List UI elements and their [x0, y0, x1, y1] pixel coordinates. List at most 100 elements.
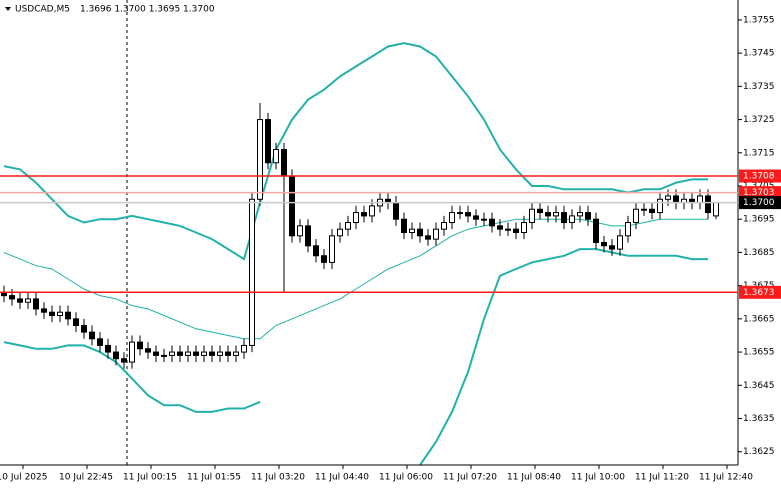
y-tick-label: 1.3645 [743, 381, 775, 391]
candle-body [505, 228, 511, 231]
price-tag [739, 285, 781, 299]
candle-body [33, 298, 39, 310]
y-tick-label: 1.3735 [743, 82, 775, 92]
band-line [3, 42, 708, 261]
candle-body [609, 245, 615, 250]
candle-body [409, 228, 415, 234]
candle-body [113, 351, 119, 360]
candle-body [449, 212, 455, 224]
candle-body [41, 308, 47, 313]
candle-body [233, 351, 239, 356]
x-tick-label: 10 Jul 2025 [0, 473, 47, 483]
candle-body [321, 255, 327, 263]
candle-body [89, 331, 95, 340]
candle-body [441, 222, 447, 230]
candle-body [617, 235, 623, 250]
candle-body [521, 222, 527, 234]
x-tick-label: 11 Jul 11:20 [635, 473, 689, 483]
candle-body [633, 208, 639, 224]
candle-body [193, 351, 199, 356]
candle-body [489, 218, 495, 227]
price-tag-label: 1.3673 [743, 288, 775, 298]
candle-body [601, 241, 607, 247]
y-tick-label: 1.3685 [743, 248, 775, 258]
price-tag-label: 1.3700 [743, 198, 775, 208]
x-tick-label: 11 Jul 07:20 [443, 473, 497, 483]
candle-body [185, 351, 191, 356]
candle-body [625, 222, 631, 237]
x-tick-label: 11 Jul 12:40 [699, 473, 753, 483]
y-tick-label: 1.3635 [743, 414, 775, 424]
price-tag [739, 186, 781, 200]
candle-body [169, 351, 175, 356]
candle-body [329, 235, 335, 263]
candle-body [417, 228, 423, 237]
price-tag [739, 169, 781, 183]
candle-body [9, 295, 15, 300]
y-tick-label: 1.3655 [743, 348, 775, 358]
price-tag-label: 1.3703 [743, 188, 775, 198]
candle-body [665, 195, 671, 200]
candle-body [73, 318, 79, 327]
candle-body [361, 212, 367, 217]
candle-body [241, 344, 247, 353]
y-tick-label: 1.3625 [743, 447, 775, 457]
candle-body [369, 205, 375, 217]
candle-body [673, 195, 679, 204]
candle-body [473, 215, 479, 220]
band-line [3, 218, 708, 340]
x-tick-label: 10 Jul 22:45 [59, 473, 113, 483]
candle-body [537, 208, 543, 214]
candle-body [297, 225, 303, 237]
y-tick-label: 1.3695 [743, 215, 775, 225]
candle-body [105, 344, 111, 353]
candle-body [545, 212, 551, 217]
price-tag-label: 1.3708 [743, 172, 775, 182]
candle-body [145, 348, 151, 353]
quote: 1.3696 1.3700 1.3695 1.3700 [80, 5, 215, 15]
x-tick-label: 11 Jul 01:55 [187, 473, 241, 483]
candle-body [249, 198, 255, 346]
candle-body [17, 298, 23, 303]
candle-body [497, 225, 503, 230]
candle-body [649, 208, 655, 214]
symbol: USDCAD,M5 [15, 5, 70, 15]
candle-body [697, 195, 703, 204]
candle-body [161, 354, 167, 357]
candle-body [273, 148, 279, 164]
candle-body [257, 119, 263, 200]
x-tick-label: 11 Jul 00:15 [123, 473, 177, 483]
candle-body [457, 212, 463, 215]
y-tick-label: 1.3665 [743, 314, 775, 324]
candle-body [313, 245, 319, 257]
candle-body [129, 341, 135, 363]
candle-body [465, 212, 471, 217]
band-line [3, 248, 708, 465]
candle-body [641, 208, 647, 211]
candle-body [593, 218, 599, 243]
candle-body [81, 325, 87, 333]
candle-body [393, 202, 399, 220]
candle-body [289, 175, 295, 237]
plot-area [1, 0, 719, 465]
candle-body [225, 351, 231, 356]
candle-body [353, 212, 359, 224]
candle-body [401, 218, 407, 233]
menu-arrow[interactable] [5, 7, 11, 11]
candle-body [657, 198, 663, 214]
candle-body [209, 351, 215, 356]
candle-body [433, 228, 439, 240]
candle-body [57, 311, 63, 317]
candle-body [713, 202, 719, 217]
candle-body [345, 222, 351, 230]
candle-body [121, 358, 127, 363]
candle-body [569, 215, 575, 224]
candle-body [177, 351, 183, 356]
x-tick-label: 11 Jul 08:40 [507, 473, 561, 483]
candle-body [25, 298, 31, 303]
candle-body [425, 235, 431, 240]
y-tick-label: 1.3725 [743, 115, 775, 125]
